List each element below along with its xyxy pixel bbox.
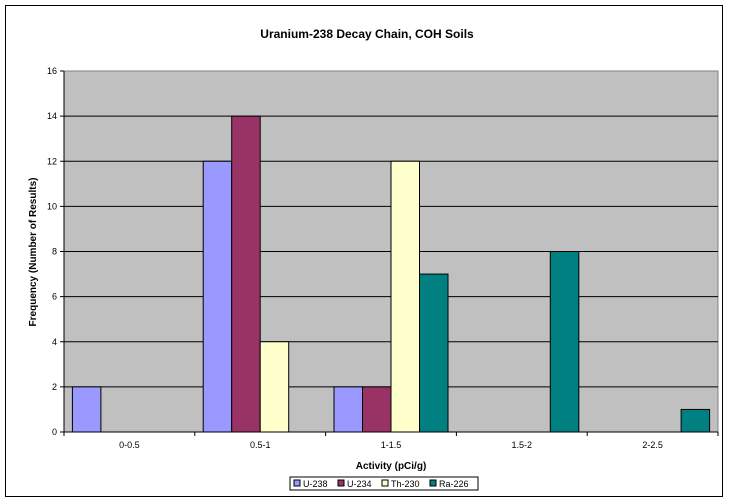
y-tick-label: 0 [52,427,57,437]
plot-area: 0 2 4 6 8 10 12 14 16 0-0.5 0.5-1 1-1.5 1.5-2 2-2.5 [47,66,719,450]
y-tick-label: 12 [47,156,57,166]
bar-ra-226 [549,251,580,433]
y-tick-label: 14 [47,111,57,121]
bar-ra-226 [680,408,711,433]
y-tick-label: 6 [52,292,57,302]
y-axis-label: Frequency (Number of Results) [28,178,39,327]
legend: U-238 U-234 Th-230 Ra-226 [289,476,479,491]
bar-u-238 [333,386,363,433]
y-tick-label: 4 [52,337,57,347]
legend-label-ra-226: Ra-226 [439,479,469,489]
legend-swatch-u-234 [337,479,345,487]
legend-label-u-234: U-234 [347,479,372,489]
x-tick-label: 1.5-2 [512,440,533,450]
bar-u-234 [362,386,392,433]
x-tick-label: 0.5-1 [250,440,271,450]
x-tick-label: 0-0.5 [119,440,140,450]
chart-title: Uranium-238 Decay Chain, COH Soils [260,27,474,41]
x-axis-label: Activity (pCi/g) [356,461,427,472]
bar-u-238 [202,160,233,433]
y-tick-label: 2 [52,382,57,392]
x-tick-label: 1-1.5 [381,440,402,450]
y-tick-label: 16 [47,66,57,76]
bar-th-230 [259,341,290,433]
bar-u-238 [71,386,102,433]
legend-label-th-230: Th-230 [391,479,420,489]
bar-th-230 [390,160,420,433]
legend-swatch-ra-226 [429,479,437,487]
legend-swatch-u-238 [293,479,301,487]
legend-label-u-238: U-238 [303,479,328,489]
legend-swatch-th-230 [381,479,389,487]
y-tick-label: 8 [52,247,57,257]
y-tick-label: 10 [47,201,57,211]
x-tick-label: 2-2.5 [642,440,663,450]
bar-u-234 [231,115,261,433]
chart-svg: Uranium-238 Decay Chain, COH Soils 0 2 4 6 8… [28,27,719,491]
bar-ra-226 [419,273,449,433]
chart-frame: Uranium-238 Decay Chain, COH Soils 0 2 4 6 8… [5,5,723,497]
